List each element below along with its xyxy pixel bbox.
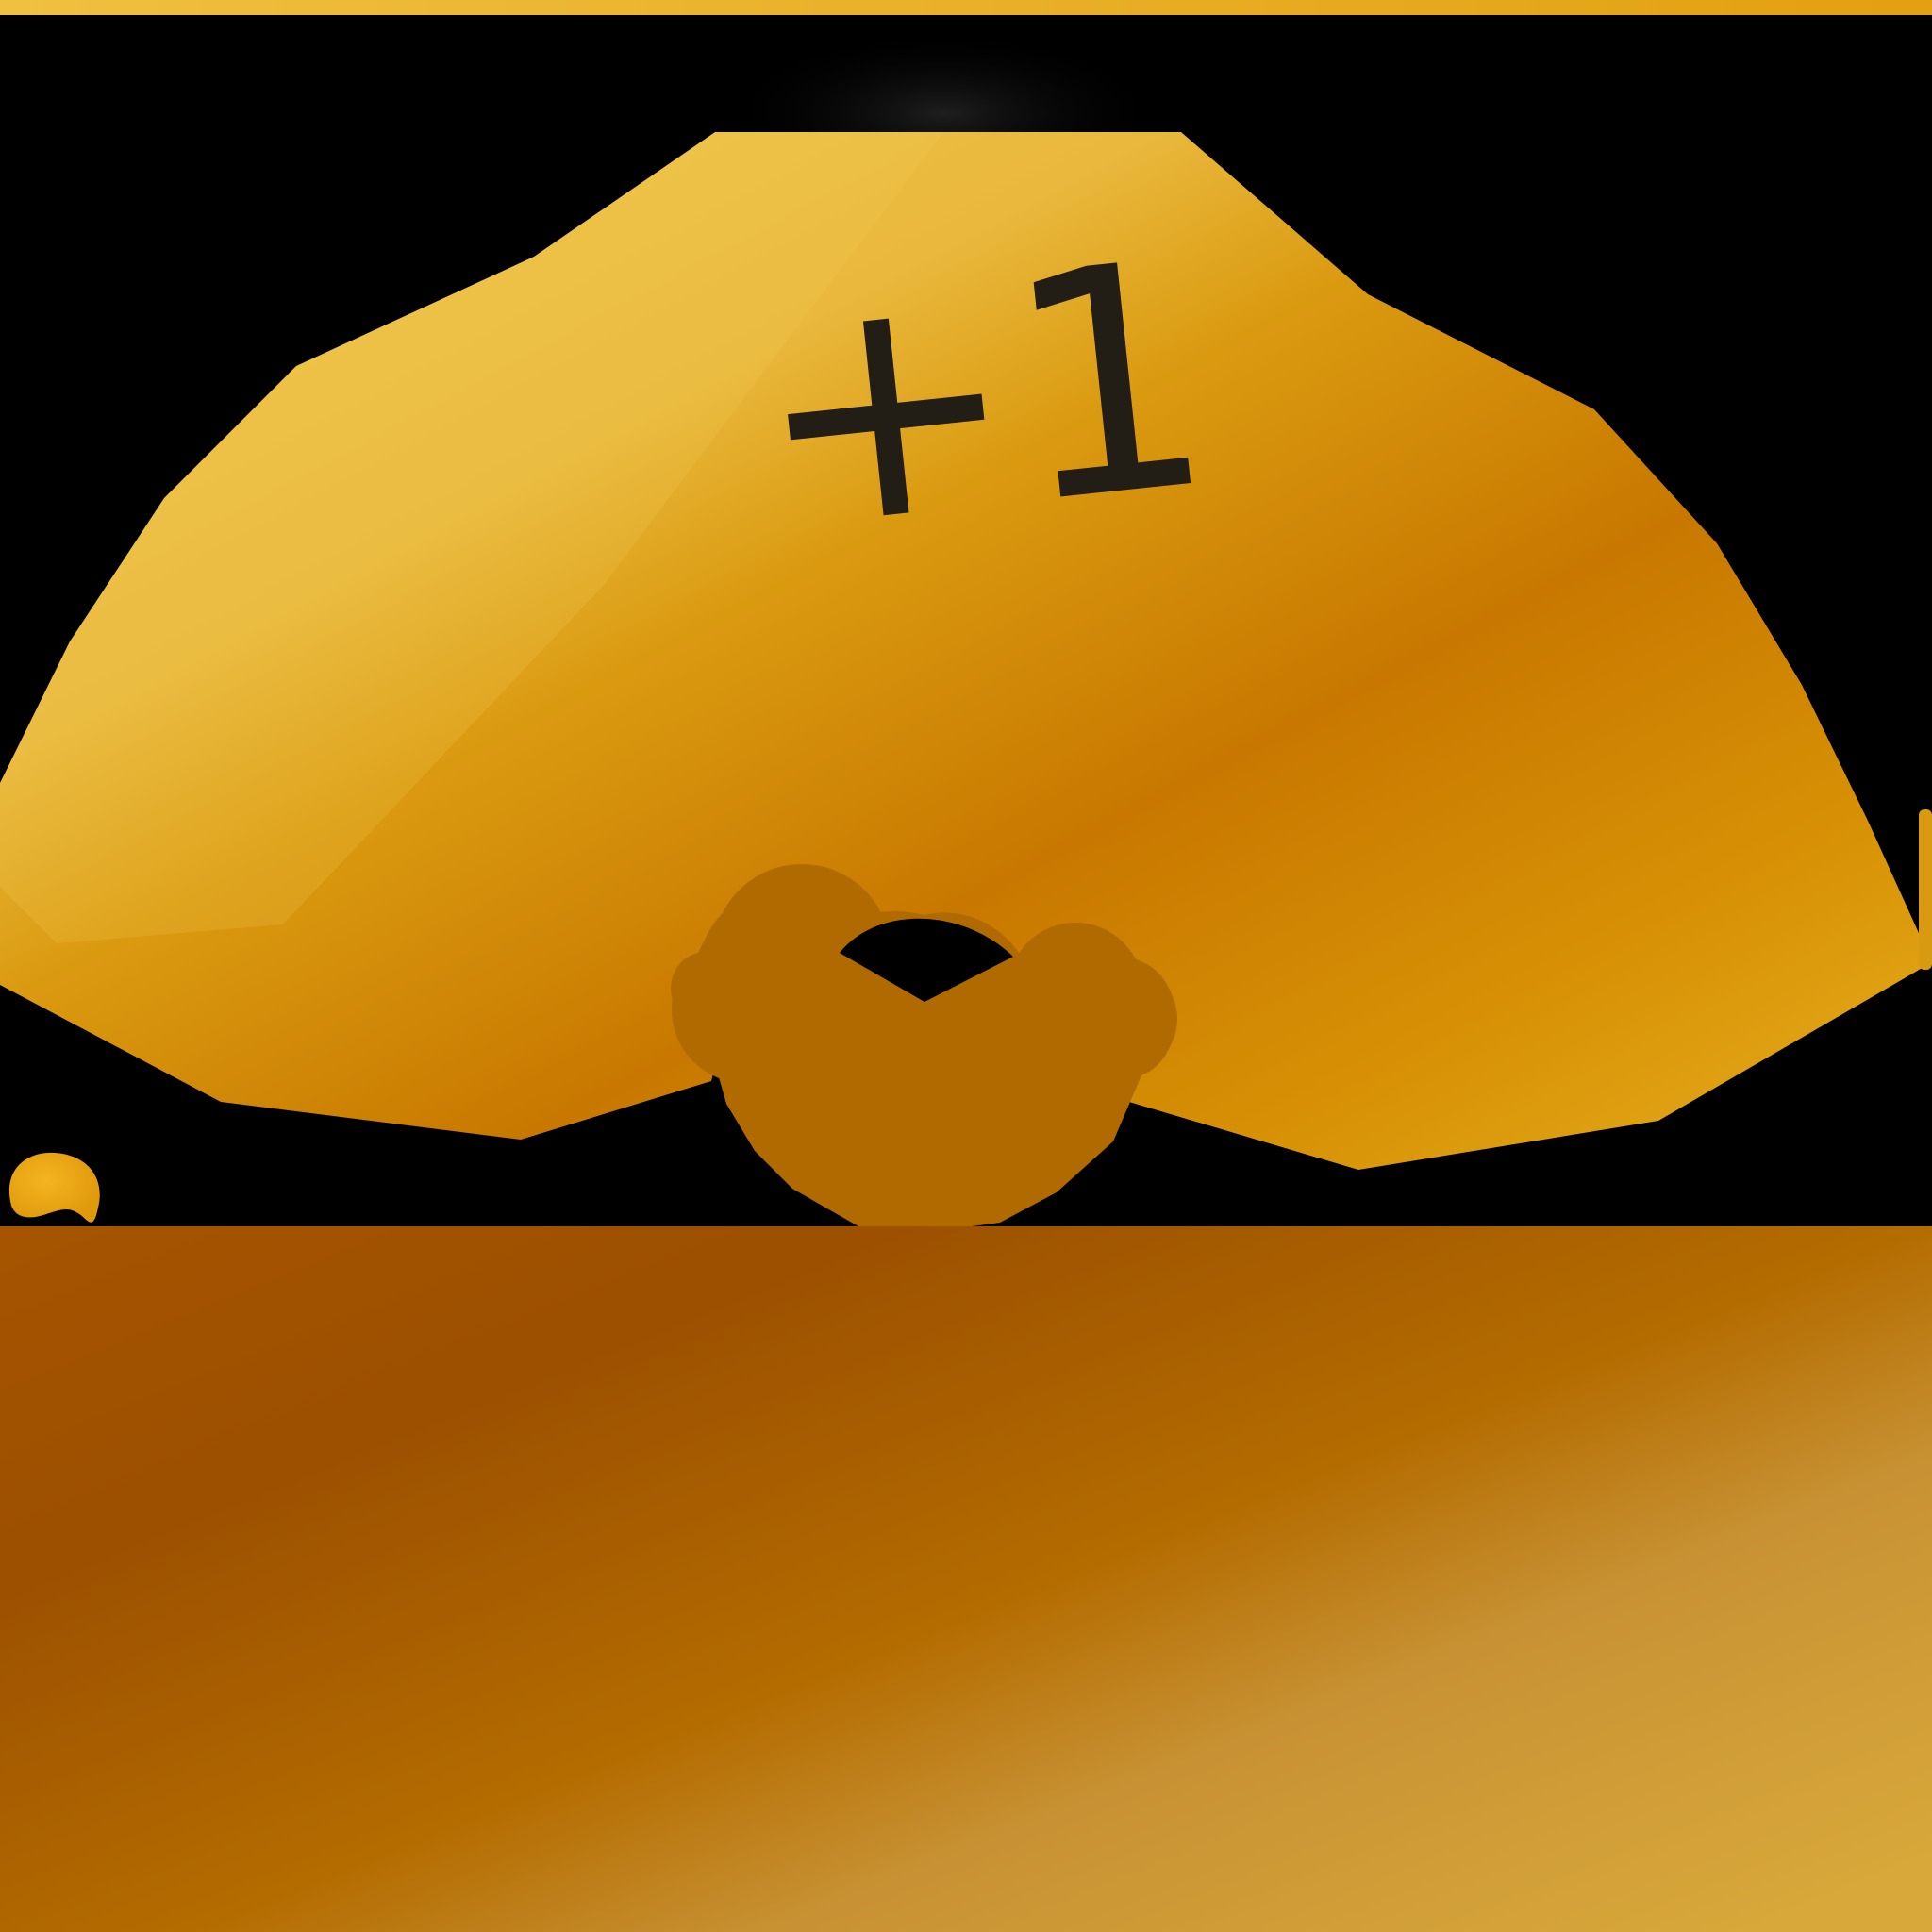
knot-ornament — [671, 864, 1177, 1230]
right-edge-fragment — [1919, 809, 1932, 970]
fan-sheen — [0, 132, 943, 943]
floor-gradient — [0, 1226, 1932, 1932]
fan-body — [0, 132, 1932, 1170]
small-coin-icon — [8, 1152, 100, 1223]
top-accent-bar — [0, 0, 1932, 15]
badge-label: +1 — [737, 193, 1224, 601]
